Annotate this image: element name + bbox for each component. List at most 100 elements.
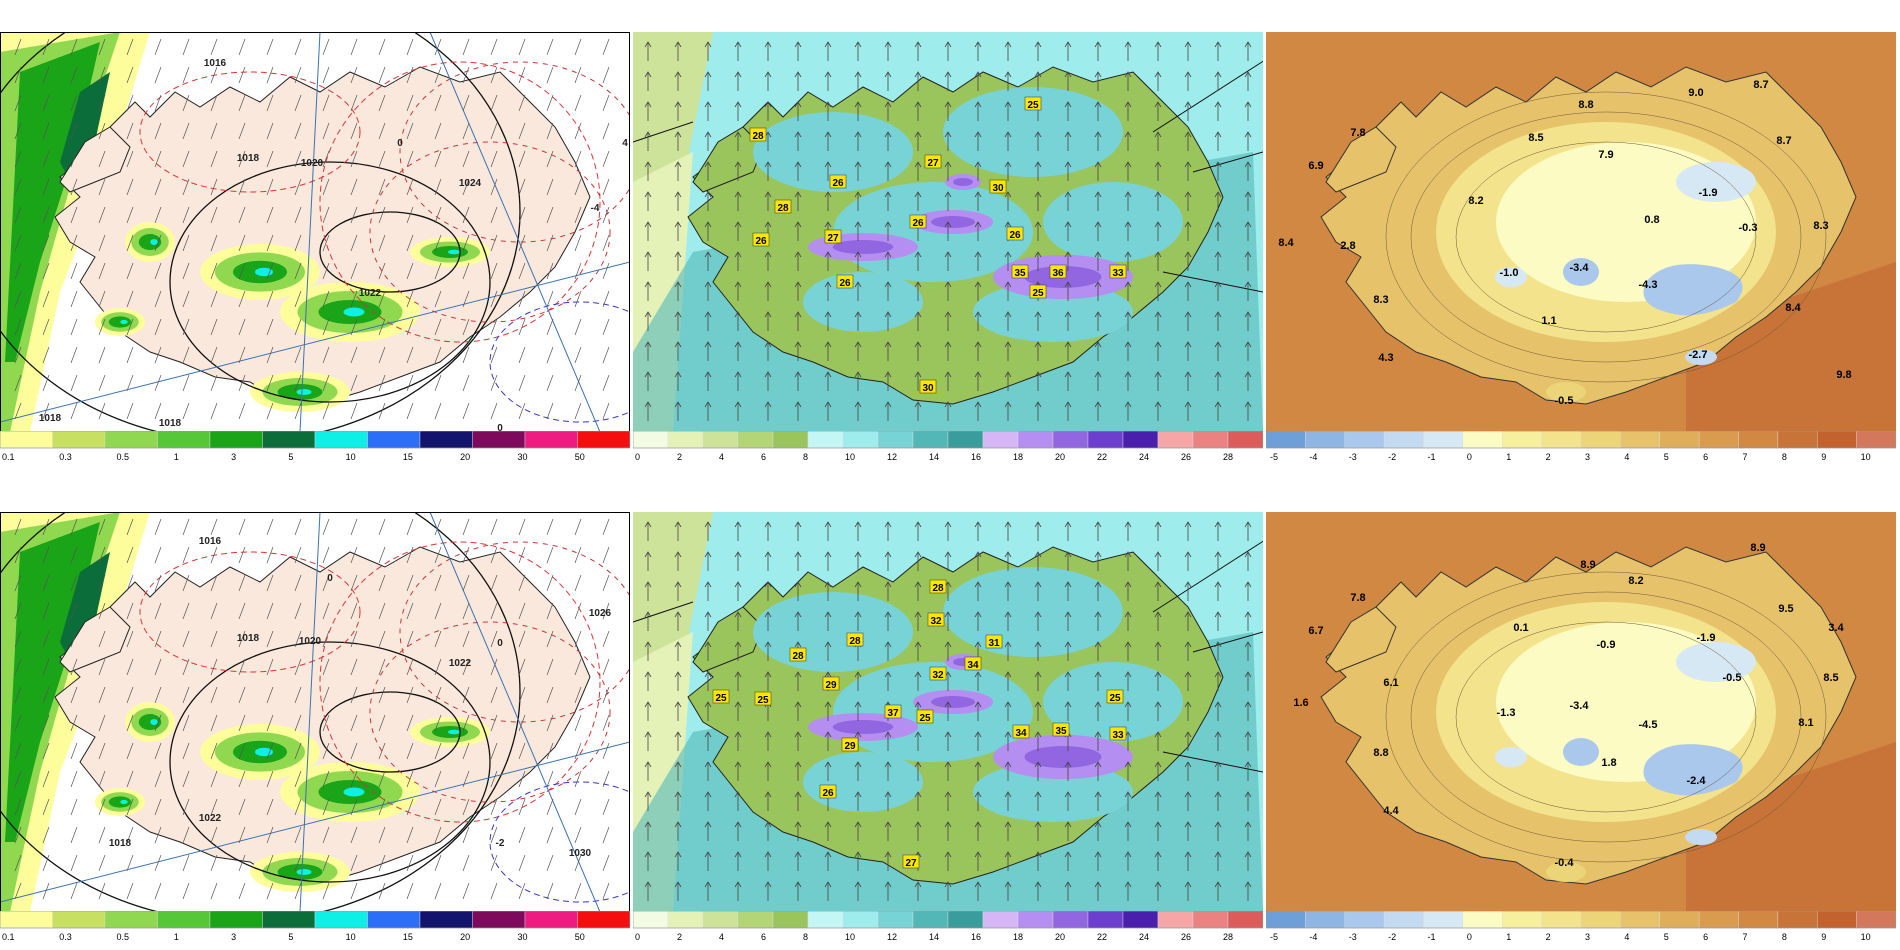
- colorbar-swatch: [807, 431, 844, 449]
- colorbar-swatch: [1659, 911, 1700, 929]
- colorbar-swatch: [524, 911, 578, 929]
- temperature-value-label: -0.3: [1739, 222, 1758, 234]
- temperature-value-label: 2.8: [1340, 240, 1355, 252]
- colorbar-tick-label: 0.3: [59, 932, 72, 942]
- gust-value-label: 29: [844, 741, 856, 752]
- colorbar-tick-label: 10: [845, 452, 855, 462]
- gust-value-label: 26: [755, 236, 767, 247]
- gust-label-box: [846, 632, 864, 647]
- colorbar-tick-label: 3: [1585, 452, 1590, 462]
- colorbar-swatch: [1620, 911, 1660, 929]
- colorbar-swatch: [1266, 431, 1306, 449]
- gust-label-box: [1024, 96, 1042, 111]
- colorbar-tick-label: 24: [1139, 932, 1149, 942]
- temperature-value-label: 6.7: [1308, 625, 1323, 637]
- colorbar-tick-label: 2: [677, 932, 682, 942]
- precip-map-panel-dini: 1016 1018 1020 1022 1026 1018 1022 0 0 -2 1030 0.1 0…: [0, 495, 630, 947]
- colorbar-swatch: [524, 431, 578, 449]
- colorbar-tick-label: 1: [1506, 452, 1511, 462]
- temperature-value-label: 8.3: [1373, 294, 1388, 306]
- colorbar: 0 2 4 6 8 10 12 14 16 18 20 22 24 26 28: [633, 911, 1263, 942]
- wind-map-panel-dini: 28 32 28 31 28 34 32 29 25 25 25 37 25 34 35 33 29 26 27 0 2…: [633, 495, 1263, 947]
- colorbar-swatch: [209, 431, 263, 449]
- contour-label: 1024: [459, 178, 482, 189]
- gust-label-box: [1052, 722, 1070, 737]
- colorbar-swatch: [1856, 431, 1896, 449]
- colorbar-tick-label: 16: [971, 452, 981, 462]
- colorbar-swatch: [1344, 911, 1385, 929]
- colorbar: -5 -4 -3 -2 -1 0 1 2 3 4 5 6 7 8 9 10: [1266, 911, 1896, 942]
- colorbar-swatch: [737, 911, 774, 929]
- gust-value-label: 28: [792, 651, 804, 662]
- colorbar-swatch: [1738, 431, 1779, 449]
- colorbar-tick-label: 15: [403, 452, 413, 462]
- gust-label-box: [884, 704, 902, 719]
- panel-header: [2, 497, 626, 513]
- colorbar-swatch: [1462, 431, 1503, 449]
- gust-label-box: [909, 214, 927, 229]
- temperature-value-label: 0.1: [1513, 622, 1528, 634]
- gust-value-label: 37: [887, 708, 899, 719]
- colorbar-swatch: [1052, 431, 1089, 449]
- colorbar: 0 2 4 6 8 10 12 14 16 18 20 22 24 26 28: [633, 431, 1263, 462]
- colorbar-tick-label: -3: [1349, 452, 1357, 462]
- colorbar-tick-label: 18: [1013, 452, 1023, 462]
- temperature-value-label: -4.3: [1639, 279, 1658, 291]
- contour-label: 1020: [301, 158, 324, 169]
- colorbar-tick-label: 6: [1703, 932, 1708, 942]
- temperature-value-label: 1.6: [1293, 697, 1308, 709]
- colorbar-tick-label: 30: [517, 452, 527, 462]
- colorbar-swatch: [667, 431, 704, 449]
- colorbar-swatch: [1383, 911, 1424, 929]
- temperature-value-label: 8.9: [1750, 542, 1765, 554]
- colorbar-tick-label: 0: [1467, 932, 1472, 942]
- colorbar-tick-label: 15: [403, 932, 413, 942]
- colorbar-swatch: [1856, 911, 1896, 929]
- colorbar-swatch: [1157, 911, 1194, 929]
- colorbar-tick-label: 0.3: [59, 452, 72, 462]
- colorbar-tick-label: 26: [1181, 452, 1191, 462]
- colorbar-tick-label: 20: [460, 932, 470, 942]
- temperature-value-label: -2.7: [1689, 349, 1708, 361]
- colorbar-tick-label: 0.5: [117, 452, 130, 462]
- contour-label: 0: [497, 423, 503, 432]
- colorbar-swatch: [877, 911, 914, 929]
- colorbar-swatch: [472, 431, 526, 449]
- colorbar-swatch: [314, 431, 368, 449]
- colorbar-swatch: [1502, 911, 1542, 929]
- colorbar-swatch: [314, 911, 368, 929]
- wind-map: 28 32 28 31 28 34 32 29 25 25 25 37 25 34 35 33 29 26 27: [633, 512, 1263, 912]
- panel-header: [1268, 497, 1892, 513]
- gust-label-box: [916, 709, 934, 724]
- gust-label-box: [789, 647, 807, 662]
- colorbar-tick-label: 8: [803, 932, 808, 942]
- gust-label-box: [919, 379, 937, 394]
- colorbar-tick-label: 8: [803, 452, 808, 462]
- colorbar-tick-label: -2: [1388, 932, 1396, 942]
- gust-label-box: [1049, 264, 1067, 279]
- contour-label: 1018: [237, 633, 260, 644]
- colorbar-swatch: [262, 911, 316, 929]
- colorbar-tick-label: 5: [288, 932, 293, 942]
- colorbar-tick-label: 14: [929, 932, 939, 942]
- colorbar-swatch: [1305, 911, 1345, 929]
- colorbar-tick-label: 26: [1181, 932, 1191, 942]
- gust-label-box: [927, 612, 945, 627]
- temperature-value-label: -1.0: [1500, 267, 1519, 279]
- gust-label-box: [754, 691, 772, 706]
- precip-map: 1016 1018 1020 1022 1018 1018 1024 0 0 -4 4: [0, 32, 630, 432]
- gust-value-label: 25: [1109, 693, 1121, 704]
- colorbar-tick-label: 10: [346, 452, 356, 462]
- colorbar-swatch: [419, 911, 473, 929]
- contour-label: 1016: [204, 58, 227, 69]
- temperature-value-label: -3.4: [1570, 262, 1590, 274]
- colorbar-swatch: [1502, 431, 1542, 449]
- temperature-value-label: 8.7: [1753, 79, 1768, 91]
- contour-label: 1026: [589, 608, 612, 619]
- colorbar-tick-label: 10: [1861, 452, 1871, 462]
- panel-header: [1268, 17, 1892, 33]
- gust-value-label: 28: [849, 636, 861, 647]
- contour-label: 1018: [39, 413, 62, 424]
- colorbar-swatch: [0, 431, 53, 449]
- gust-value-label: 26: [912, 218, 924, 229]
